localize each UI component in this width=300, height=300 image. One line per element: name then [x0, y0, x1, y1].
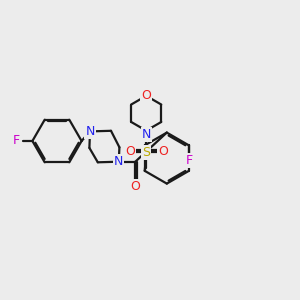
Text: S: S — [142, 146, 150, 159]
Text: O: O — [130, 180, 140, 193]
Text: O: O — [125, 145, 135, 158]
Text: N: N — [142, 128, 151, 141]
Text: N: N — [85, 125, 95, 138]
Text: F: F — [185, 154, 192, 167]
Text: O: O — [141, 89, 151, 102]
Text: O: O — [158, 145, 168, 158]
Text: F: F — [13, 134, 20, 148]
Text: N: N — [114, 155, 124, 168]
